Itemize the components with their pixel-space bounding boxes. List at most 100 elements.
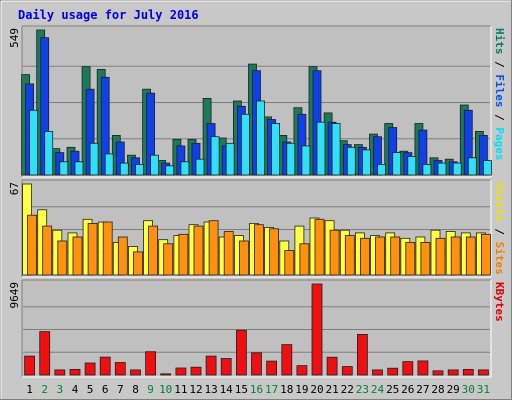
day-label-23: 23 (356, 383, 369, 396)
bar-pages-day-4 (74, 161, 84, 176)
day-label-13: 13 (204, 383, 217, 396)
day-label-16: 16 (250, 383, 263, 396)
legend-separator: / (493, 108, 506, 128)
y-max-label-kbytes: 9649 (8, 282, 21, 309)
bar-kbytes-day-30 (462, 368, 474, 376)
day-label-20: 20 (310, 383, 323, 396)
bar-kbytes-day-11 (175, 367, 187, 376)
bar-pages-day-2 (44, 130, 54, 176)
bar-sites-day-1 (27, 214, 38, 276)
bar-pages-day-19 (301, 145, 311, 176)
legend-entry-visits: Visits (493, 182, 506, 222)
bar-pages-day-30 (467, 157, 477, 176)
bar-pages-day-10 (165, 165, 175, 176)
bar-pages-day-6 (104, 153, 114, 176)
day-label-15: 15 (235, 383, 248, 396)
bar-kbytes-day-16 (251, 352, 262, 376)
bar-sites-day-30 (465, 236, 476, 276)
bar-sites-day-28 (435, 237, 446, 276)
bar-sites-day-8 (133, 251, 143, 276)
day-label-6: 6 (102, 383, 109, 396)
bar-sites-day-13 (208, 220, 219, 276)
day-label-30: 30 (462, 383, 475, 396)
day-label-17: 17 (265, 383, 278, 396)
bar-pages-day-22 (346, 146, 356, 176)
bar-sites-day-31 (480, 233, 491, 276)
bar-kbytes-day-31 (477, 369, 489, 376)
bar-kbytes-day-23 (356, 333, 368, 376)
panel-visits: 67 Visits / Sites (8, 179, 506, 278)
bar-sites-day-5 (87, 222, 98, 276)
bar-kbytes-day-22 (341, 366, 353, 376)
bar-sites-day-2 (42, 225, 53, 276)
bar-sites-day-11 (178, 233, 189, 276)
day-label-21: 21 (325, 383, 338, 396)
bar-sites-day-22 (344, 235, 355, 276)
legend-kbytes: KBytes (493, 282, 506, 322)
bar-sites-day-14 (223, 231, 234, 276)
bar-kbytes-day-18 (281, 344, 293, 376)
bar-sites-day-20 (314, 218, 325, 276)
bar-kbytes-day-27 (417, 360, 429, 376)
bar-sites-day-25 (390, 236, 401, 276)
bar-pages-day-15 (240, 113, 250, 176)
legend-entry-sites: Sites (493, 242, 506, 275)
day-label-31: 31 (477, 383, 490, 396)
bar-pages-day-9 (150, 154, 160, 176)
day-label-7: 7 (117, 383, 124, 396)
legend-entry-hits: Hits (493, 28, 506, 55)
bar-kbytes-day-15 (235, 329, 247, 376)
bar-kbytes-day-25 (387, 367, 399, 376)
day-label-24: 24 (371, 383, 385, 396)
bar-pages-day-23 (361, 149, 371, 176)
legend-separator: / (493, 55, 506, 75)
bar-kbytes-day-3 (54, 369, 66, 376)
day-label-1: 1 (26, 383, 33, 396)
bar-sites-day-15 (238, 240, 249, 276)
bar-kbytes-day-12 (190, 366, 202, 376)
legend-hits: Hits / Files / Pages (493, 28, 506, 161)
bar-pages-day-5 (89, 142, 99, 176)
bar-sites-day-21 (329, 229, 340, 276)
bar-sites-day-18 (284, 250, 295, 276)
bar-kbytes-day-4 (69, 368, 81, 376)
bar-pages-day-28 (437, 162, 447, 176)
bar-kbytes-day-9 (145, 351, 157, 376)
day-label-3: 3 (56, 383, 63, 396)
bar-kbytes-day-10 (160, 373, 172, 376)
y-max-label-hits: 549 (8, 28, 21, 48)
bar-pages-day-17 (271, 123, 281, 176)
day-label-8: 8 (132, 383, 139, 396)
day-label-14: 14 (220, 383, 234, 396)
bar-kbytes-day-17 (266, 360, 278, 376)
bar-sites-day-10 (163, 243, 174, 276)
day-label-10: 10 (159, 383, 172, 396)
bar-kbytes-day-5 (84, 362, 96, 376)
bar-sites-day-3 (57, 240, 68, 276)
x-axis-day-labels: 1 2 3 4 5 6 7 8 9 10 11 12 13 14 15 16 17 18 19 20 21 22 23 24 2… (26, 383, 490, 396)
bar-sites-day-16 (254, 224, 264, 276)
bar-pages-day-27 (422, 163, 432, 176)
day-label-26: 26 (401, 383, 414, 396)
bar-sites-day-6 (102, 221, 113, 276)
bar-pages-day-13 (210, 136, 220, 176)
bar-pages-day-14 (225, 142, 235, 176)
bar-sites-day-19 (299, 243, 310, 276)
bar-pages-day-3 (59, 161, 69, 176)
chart-title: Daily usage for July 2016 (18, 8, 199, 22)
bar-sites-day-27 (420, 241, 431, 276)
bar-sites-day-7 (117, 236, 128, 276)
bar-pages-day-25 (392, 152, 402, 176)
bar-kbytes-day-21 (326, 356, 338, 376)
bar-kbytes-day-6 (99, 356, 111, 376)
day-label-19: 19 (295, 383, 308, 396)
y-max-label-visits: 67 (8, 182, 21, 195)
bar-sites-day-29 (450, 236, 461, 276)
bar-kbytes-day-19 (296, 365, 308, 376)
bar-sites-day-24 (375, 236, 385, 276)
legend-entry-pages: Pages (493, 127, 506, 160)
bar-pages-day-24 (377, 163, 386, 176)
panel-hits: 549 Hits / Files / Pages (8, 25, 506, 178)
day-label-25: 25 (386, 383, 399, 396)
day-label-22: 22 (341, 383, 354, 396)
